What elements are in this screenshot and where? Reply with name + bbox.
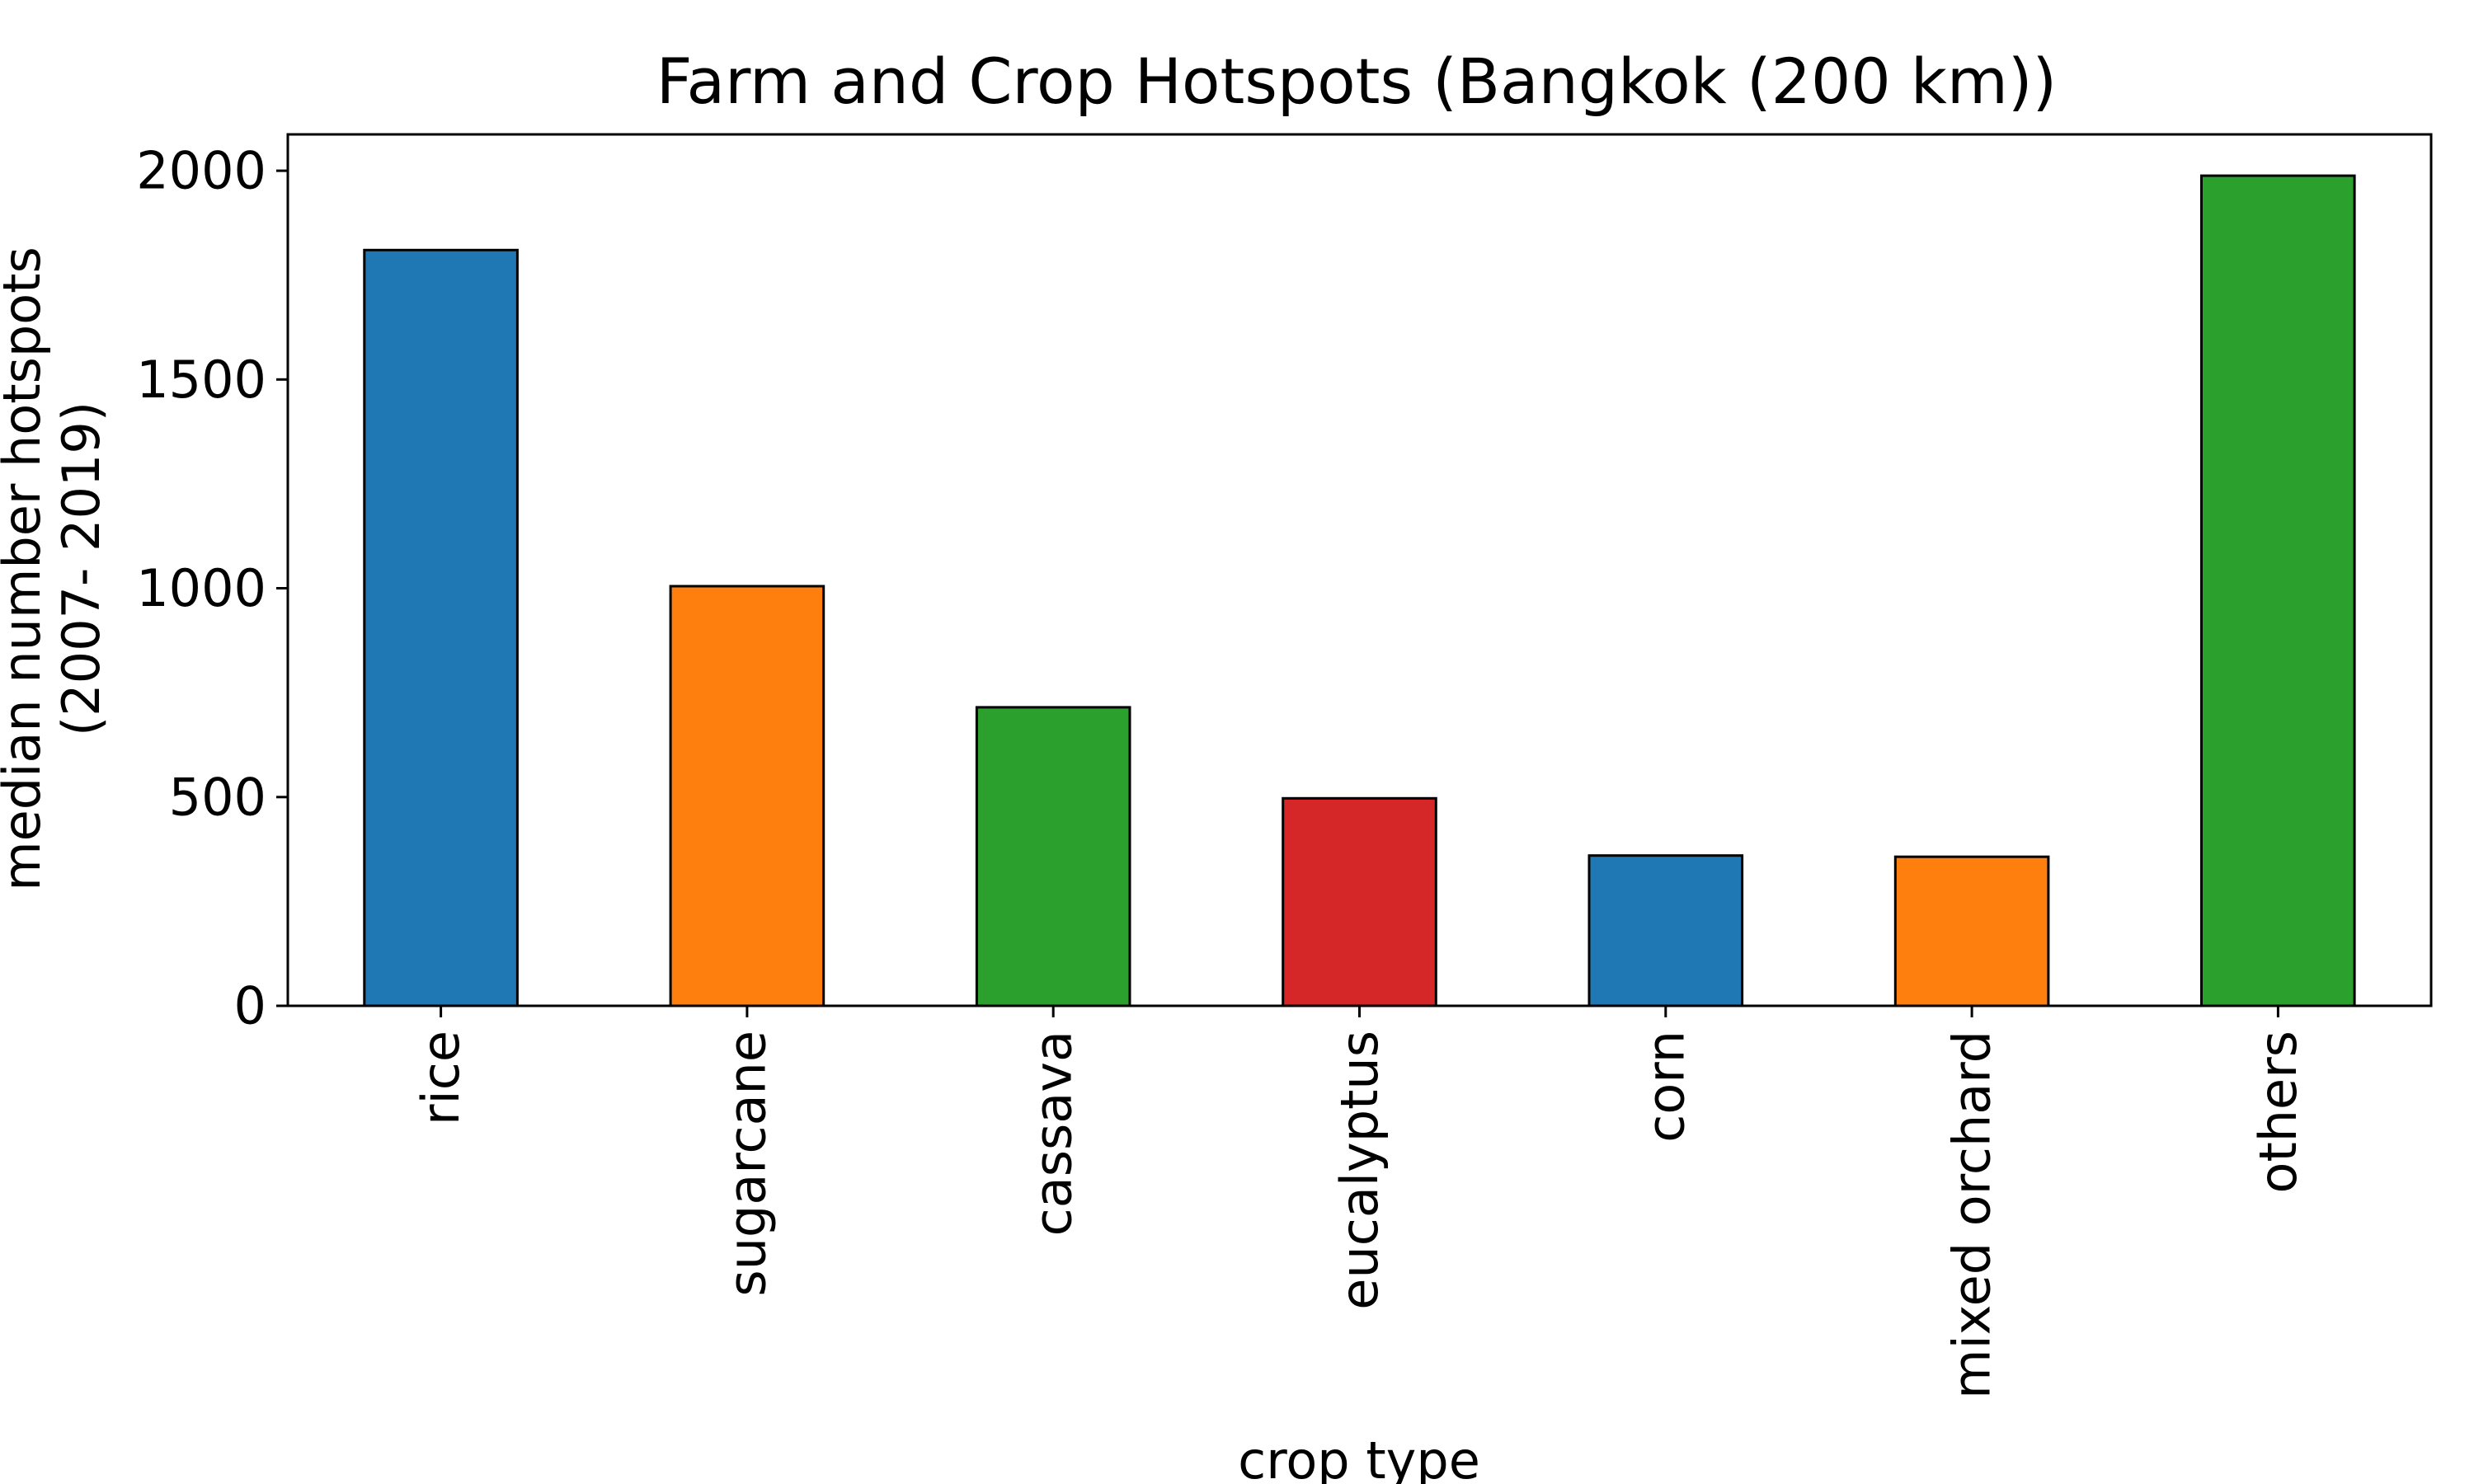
y-tick-label: 1500 (136, 350, 266, 410)
y-tick-label: 500 (169, 767, 266, 827)
bar-others (2200, 174, 2356, 1007)
x-axis-ticks: rice sugarcane cassava eucalyptus corn mixed … (411, 1006, 2308, 1399)
y-tick-label: 2000 (136, 141, 266, 201)
y-axis-ticks: 0 500 1000 1500 2000 (136, 141, 288, 1036)
y-axis-label-line-1: median number hotspots (0, 247, 52, 891)
plot-frame (286, 133, 2433, 1007)
bar-rice (363, 248, 519, 1007)
bar-mixed-orchard (1893, 855, 2050, 1007)
x-tick-label: rice (411, 1031, 471, 1125)
x-tick-label: eucalyptus (1329, 1031, 1390, 1310)
y-axis-label: median number hotspots (2007- 2019) (0, 247, 111, 891)
bar-sugarcane (669, 585, 825, 1007)
bars-layer (363, 174, 2356, 1007)
bar-cassava (975, 706, 1131, 1007)
y-tick-label: 1000 (136, 558, 266, 618)
x-tick-label: others (2248, 1031, 2308, 1193)
x-tick-label: mixed orchard (1942, 1031, 2002, 1399)
y-tick-label: 0 (234, 976, 266, 1036)
bar-eucalyptus (1282, 796, 1437, 1007)
x-tick-label: corn (1635, 1031, 1696, 1143)
x-tick-label: cassava (1023, 1031, 1084, 1236)
x-axis-label: crop type (1238, 1430, 1480, 1484)
x-tick-label: sugarcane (717, 1031, 777, 1297)
bar-corn (1587, 854, 1744, 1007)
y-axis-label-line-2: (2007- 2019) (51, 402, 111, 736)
chart-title: Farm and Crop Hotspots (Bangkok (200 km)… (656, 45, 2057, 118)
